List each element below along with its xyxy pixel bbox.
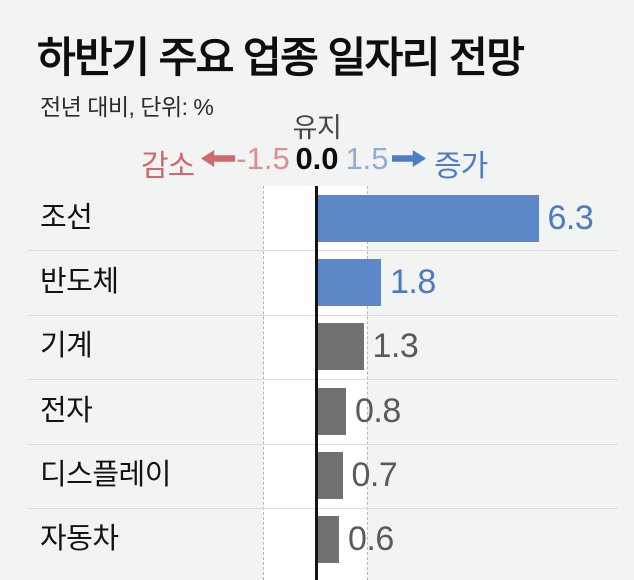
gridline-positive [367,186,368,580]
category-label: 전자 [40,394,93,427]
bar [318,258,381,306]
bar [318,387,346,435]
tick-negative: -1.5 [236,141,290,176]
bar [318,516,339,564]
page-subtitle: 전년 대비, 단위: % [40,94,214,120]
chart-row-machinery: 기계 1.3 [0,314,634,379]
chart-row-shipbuilding: 조선 6.3 [0,186,634,250]
category-label: 기계 [40,330,93,363]
category-label: 조선 [40,201,93,234]
chart-row-display: 디스플레이 0.7 [0,443,634,508]
bar [318,323,364,371]
category-label: 디스플레이 [40,459,171,492]
zero-baseline [315,186,318,580]
value-label: 1.3 [372,327,419,366]
value-label: 6.3 [547,198,594,237]
chart-row-semiconductor: 반도체 1.8 [0,250,634,314]
chart-row-electronics: 전자 0.8 [0,379,634,443]
tick-zero: 0.0 [295,141,339,176]
bar-chart: 조선 6.3 반도체 1.8 기계 1.3 전자 0.8 디스플레이 [0,186,634,580]
value-label: 1.8 [390,262,436,301]
bar [318,194,539,242]
page-title: 하반기 주요 업종 일자리 전망 [37,34,525,81]
gridline-negative [263,186,264,580]
value-label: 0.8 [355,391,401,430]
category-label: 자동차 [40,523,119,556]
chart-rows: 조선 6.3 반도체 1.8 기계 1.3 전자 0.8 디스플레이 [0,186,634,580]
tick-positive: 1.5 [345,141,389,176]
increase-arrow-icon [392,150,426,167]
axis-label-increase: 증가 [434,150,488,183]
chart-row-automobile: 자동차 0.6 [0,507,634,580]
axis-label-maintain: 유지 [292,113,342,143]
bar [318,452,343,500]
decrease-arrow-icon [201,150,235,167]
axis-label-decrease: 감소 [141,150,195,183]
category-label: 반도체 [40,265,119,298]
value-label: 0.6 [348,520,394,559]
value-label: 0.7 [351,456,398,495]
